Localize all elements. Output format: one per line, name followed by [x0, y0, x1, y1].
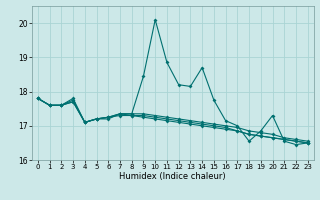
X-axis label: Humidex (Indice chaleur): Humidex (Indice chaleur)	[119, 172, 226, 181]
